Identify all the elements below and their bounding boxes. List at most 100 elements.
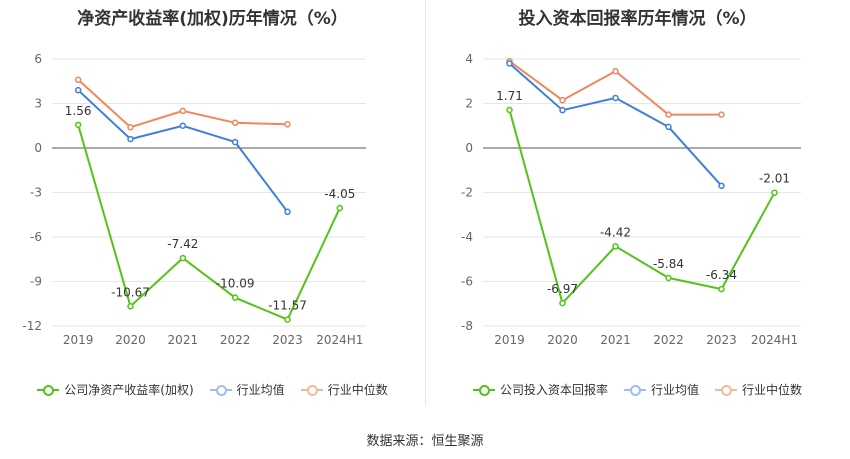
y-tick-label: -4 bbox=[461, 230, 473, 244]
legend-marker-icon bbox=[300, 384, 323, 396]
data-point bbox=[74, 86, 82, 94]
data-point bbox=[612, 67, 619, 75]
data-point bbox=[612, 94, 619, 102]
data-point bbox=[612, 243, 619, 250]
data-label: -11.57 bbox=[268, 299, 307, 313]
legend-label: 行业均值 bbox=[236, 383, 285, 397]
data-point bbox=[771, 189, 778, 196]
data-point bbox=[284, 208, 291, 216]
data-point bbox=[665, 123, 672, 131]
data-point bbox=[665, 111, 672, 118]
data-point bbox=[231, 138, 239, 146]
data-point bbox=[506, 60, 513, 67]
data-label: -10.09 bbox=[216, 277, 255, 291]
data-label: -10.67 bbox=[111, 285, 150, 299]
y-tick-label: 3 bbox=[34, 97, 42, 111]
data-point bbox=[284, 316, 291, 323]
data-point bbox=[74, 121, 82, 129]
y-tick-label: 4 bbox=[465, 52, 473, 66]
chart-title: 投入资本回报率历年情况（%） bbox=[518, 9, 757, 29]
data-point bbox=[74, 76, 82, 84]
legend-marker-icon bbox=[715, 384, 737, 396]
roe-chart-panel: 净资产收益率(加权)历年情况（%） 6 3 0 -3 -6 -9 -12 2019 2020 20… bbox=[0, 0, 425, 410]
legend-marker-icon bbox=[209, 384, 232, 396]
data-source-label: 数据来源：恒生聚源 bbox=[366, 434, 484, 449]
data-label: -6.34 bbox=[706, 268, 737, 282]
data-point bbox=[179, 107, 187, 115]
legend-label: 行业中位数 bbox=[742, 383, 803, 397]
legend-marker-icon bbox=[623, 384, 646, 396]
series-line bbox=[508, 109, 776, 306]
legend: 公司净资产收益率(加权) 行业均值 行业中位数 bbox=[0, 381, 425, 398]
data-label: -7.42 bbox=[167, 237, 198, 251]
x-tick-label: 2024H1 bbox=[751, 333, 798, 347]
legend-item-industry-mean[interactable]: 行业均值 bbox=[209, 381, 285, 398]
data-label: -4.05 bbox=[324, 187, 355, 201]
x-tick-label: 2019 bbox=[494, 333, 525, 347]
data-point bbox=[231, 119, 239, 127]
legend-item-company[interactable]: 公司净资产收益率(加权) bbox=[37, 381, 194, 398]
x-tick-label: 2021 bbox=[168, 333, 199, 347]
data-point bbox=[559, 96, 566, 104]
y-tick-label: -12 bbox=[22, 319, 42, 333]
legend-marker-icon bbox=[472, 384, 495, 396]
data-point bbox=[127, 135, 134, 143]
data-label: -6.97 bbox=[547, 282, 578, 296]
roe-chart: 6 3 0 -3 -6 -9 -12 2019 2020 2021 2022 2023 2024H1 1.… bbox=[22, 52, 366, 347]
data-point bbox=[559, 299, 566, 307]
legend-marker-icon bbox=[37, 384, 60, 396]
data-label: -5.84 bbox=[653, 257, 684, 271]
y-tick-label: 0 bbox=[34, 141, 42, 155]
data-point bbox=[231, 294, 239, 301]
y-tick-label: 6 bbox=[34, 52, 42, 66]
data-point bbox=[665, 274, 672, 282]
y-tick-label: -6 bbox=[461, 275, 473, 289]
data-point bbox=[284, 121, 291, 128]
chart-title: 净资产收益率(加权)历年情况（%） bbox=[77, 9, 348, 29]
series-line bbox=[77, 124, 341, 321]
x-tick-label: 2023 bbox=[706, 333, 737, 347]
data-point bbox=[559, 106, 566, 114]
series-line bbox=[508, 62, 723, 187]
data-point bbox=[718, 111, 725, 118]
y-tick-label: 2 bbox=[465, 97, 473, 111]
data-point bbox=[718, 285, 725, 293]
x-tick-label: 2019 bbox=[63, 333, 94, 347]
roic-chart-panel: 投入资本回报率历年情况（%） 4 2 0 -2 -4 -6 -8 2019 2020 2021 20… bbox=[425, 0, 850, 410]
x-tick-label: 2020 bbox=[547, 333, 578, 347]
y-tick-label: -9 bbox=[30, 275, 42, 289]
x-tick-label: 2020 bbox=[115, 333, 146, 347]
data-point bbox=[127, 123, 134, 131]
y-tick-label: 0 bbox=[465, 141, 473, 155]
legend-item-industry-mean[interactable]: 行业均值 bbox=[623, 381, 699, 398]
legend-item-industry-median[interactable]: 行业中位数 bbox=[715, 381, 802, 398]
legend-label: 公司投入资本回报率 bbox=[499, 383, 608, 397]
legend-label: 行业中位数 bbox=[327, 383, 388, 397]
data-point bbox=[718, 182, 725, 190]
roic-chart: 4 2 0 -2 -4 -6 -8 2019 2020 2021 2022 2023 2024H1 1.7… bbox=[461, 52, 801, 347]
legend-label: 公司净资产收益率(加权) bbox=[64, 383, 194, 397]
data-point bbox=[179, 122, 187, 129]
legend-item-industry-median[interactable]: 行业中位数 bbox=[300, 381, 388, 398]
data-point bbox=[336, 204, 344, 212]
x-tick-label: 2023 bbox=[272, 333, 303, 347]
x-tick-label: 2021 bbox=[600, 333, 631, 347]
data-point bbox=[506, 106, 513, 114]
x-tick-label: 2024H1 bbox=[316, 333, 363, 347]
panel-divider bbox=[425, 0, 426, 405]
data-point bbox=[179, 254, 187, 262]
y-tick-label: -2 bbox=[461, 186, 473, 200]
y-tick-label: -6 bbox=[30, 230, 42, 244]
data-label: 1.71 bbox=[496, 89, 523, 103]
data-label: 1.56 bbox=[65, 104, 92, 118]
data-label: -4.42 bbox=[600, 225, 631, 239]
y-tick-label: -3 bbox=[30, 186, 42, 200]
legend-item-company[interactable]: 公司投入资本回报率 bbox=[472, 381, 608, 398]
data-label: -2.01 bbox=[759, 172, 790, 186]
legend: 公司投入资本回报率 行业均值 行业中位数 bbox=[425, 381, 850, 398]
y-tick-label: -8 bbox=[461, 319, 473, 333]
x-tick-label: 2022 bbox=[653, 333, 684, 347]
data-point bbox=[127, 303, 134, 310]
x-tick-label: 2022 bbox=[220, 333, 251, 347]
legend-label: 行业均值 bbox=[650, 383, 699, 397]
